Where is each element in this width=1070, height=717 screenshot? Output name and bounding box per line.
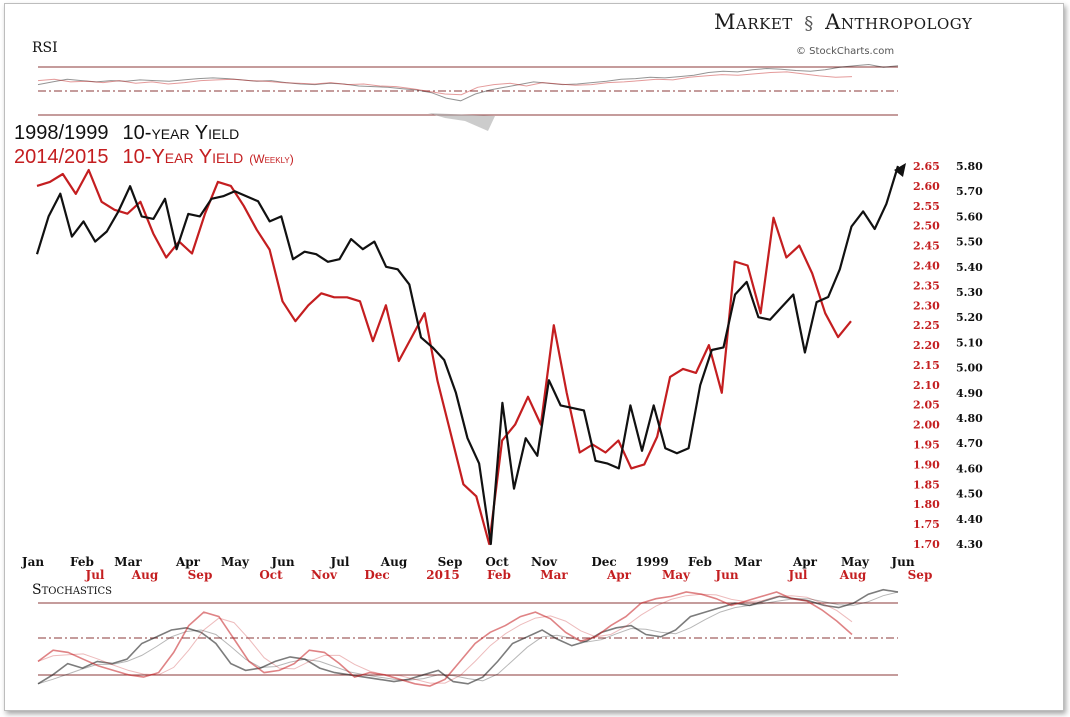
red-axis-tick: 2.20 [913, 339, 940, 352]
x-label-1998: Jan [21, 555, 44, 569]
legend-2014-years: 2014/2015 [14, 146, 109, 168]
red-axis-tick: 1.75 [913, 518, 940, 531]
x-label-1998: Jul [330, 555, 350, 569]
x-label-2014: Jun [714, 568, 738, 582]
red-axis-tick: 2.65 [913, 160, 940, 173]
x-label-1998: Feb [70, 555, 94, 569]
rsi-series-1 [37, 71, 853, 96]
x-label-1998: Jun [890, 555, 914, 569]
black-axis-tick: 5.10 [956, 336, 983, 349]
line-2014-2015 [36, 168, 852, 546]
red-axis-tick: 2.45 [913, 240, 940, 253]
x-label-1998: May [841, 555, 870, 569]
black-axis-tick: 5.80 [956, 160, 983, 173]
black-axis-tick: 4.50 [956, 488, 983, 501]
x-label-2014: Sep [188, 568, 213, 582]
x-label-2014: Aug [839, 568, 867, 582]
x-label-2014: 2015 [426, 568, 459, 582]
x-label-1998: Sep [438, 555, 463, 569]
x-label-1998: May [221, 555, 250, 569]
red-axis-tick: 2.25 [913, 319, 940, 332]
black-axis-tick: 5.30 [956, 286, 983, 299]
line-1998-1999 [35, 165, 900, 546]
x-label-1998: Nov [531, 555, 558, 569]
red-axis-tick: 1.85 [913, 478, 940, 491]
black-axis-tick: 4.90 [956, 387, 983, 400]
rsi-series-0 [37, 63, 899, 102]
red-axis-tick: 2.05 [913, 399, 940, 412]
red-axis-tick: 2.35 [913, 279, 940, 292]
x-label-1998: Feb [688, 555, 712, 569]
stoch-signal-0 [37, 591, 899, 685]
red-axis-tick: 1.70 [913, 538, 940, 551]
brand-right: Anthropology [825, 10, 973, 34]
black-axis-tick: 5.50 [956, 236, 983, 249]
x-label-1998: 1999 [635, 555, 668, 569]
red-axis-tick: 1.80 [913, 498, 940, 511]
x-label-2014: May [662, 568, 691, 582]
brand-logo: Market § Anthropology [714, 10, 972, 34]
x-label-1998: Apr [792, 555, 818, 569]
black-axis-tick: 5.00 [956, 362, 983, 375]
red-axis-tick: 2.00 [913, 419, 940, 432]
rsi-label: RSI [32, 40, 58, 56]
stochastics-label: Stochastics [32, 582, 113, 598]
x-label-2014: Jul [85, 568, 105, 582]
black-axis-tick: 4.30 [956, 538, 983, 551]
x-label-1998: Dec [591, 555, 616, 569]
red-axis-tick: 2.15 [913, 359, 940, 372]
legend-1998-label: 10-year Yield [122, 122, 240, 144]
red-axis-tick: 2.30 [913, 299, 940, 312]
credit: © StockCharts.com [796, 46, 895, 57]
black-axis-tick: 4.80 [956, 412, 983, 425]
legend-1998: 1998/1999 10-year Yield [14, 122, 239, 145]
dna-icon: § [804, 13, 814, 34]
x-label-2014: Dec [364, 568, 389, 582]
x-label-2014: Jul [788, 568, 808, 582]
black-axis-tick: 5.20 [956, 311, 983, 324]
legend-1998-years: 1998/1999 [14, 122, 109, 144]
rsi-oversold-shade [428, 113, 495, 131]
x-label-1998: Jun [270, 555, 294, 569]
x-label-2014: Mar [540, 568, 568, 582]
black-axis-tick: 5.70 [956, 185, 983, 198]
x-label-1998: Aug [380, 555, 408, 569]
black-axis-tick: 4.70 [956, 437, 983, 450]
red-axis-tick: 1.90 [913, 458, 940, 471]
legend-2014-label: 10-Year Yield [122, 146, 244, 168]
red-axis-tick: 2.55 [913, 200, 940, 213]
black-axis-tick: 5.40 [956, 261, 983, 274]
black-axis-tick: 4.60 [956, 462, 983, 475]
black-axis-tick: 4.40 [956, 513, 983, 526]
x-label-2014: Apr [606, 568, 632, 582]
brand-left: Market [714, 10, 793, 34]
x-label-1998: Oct [485, 555, 509, 569]
x-label-2014: Oct [259, 568, 283, 582]
x-label-2014: Sep [908, 568, 933, 582]
x-label-2014: Feb [487, 568, 511, 582]
black-axis-tick: 5.60 [956, 210, 983, 223]
red-axis-tick: 2.60 [913, 180, 940, 193]
stoch-series-0 [37, 588, 899, 685]
red-axis-tick: 1.95 [913, 439, 940, 452]
x-label-2014: Nov [311, 568, 338, 582]
x-label-1998: Mar [734, 555, 762, 569]
stoch-series-1 [37, 591, 853, 687]
stoch-signal-1 [37, 593, 853, 684]
x-label-1998: Mar [114, 555, 142, 569]
legend-2014: 2014/2015 10-Year Yield (Weekly) [14, 146, 294, 169]
trend-arrow-icon [894, 163, 906, 177]
x-label-1998: Apr [175, 555, 201, 569]
chart-frame [4, 3, 1064, 711]
legend-2014-suffix: (Weekly) [249, 152, 294, 166]
red-axis-tick: 2.40 [913, 259, 940, 272]
red-axis-tick: 2.10 [913, 379, 940, 392]
red-axis-tick: 2.50 [913, 220, 940, 233]
x-label-2014: Aug [131, 568, 159, 582]
